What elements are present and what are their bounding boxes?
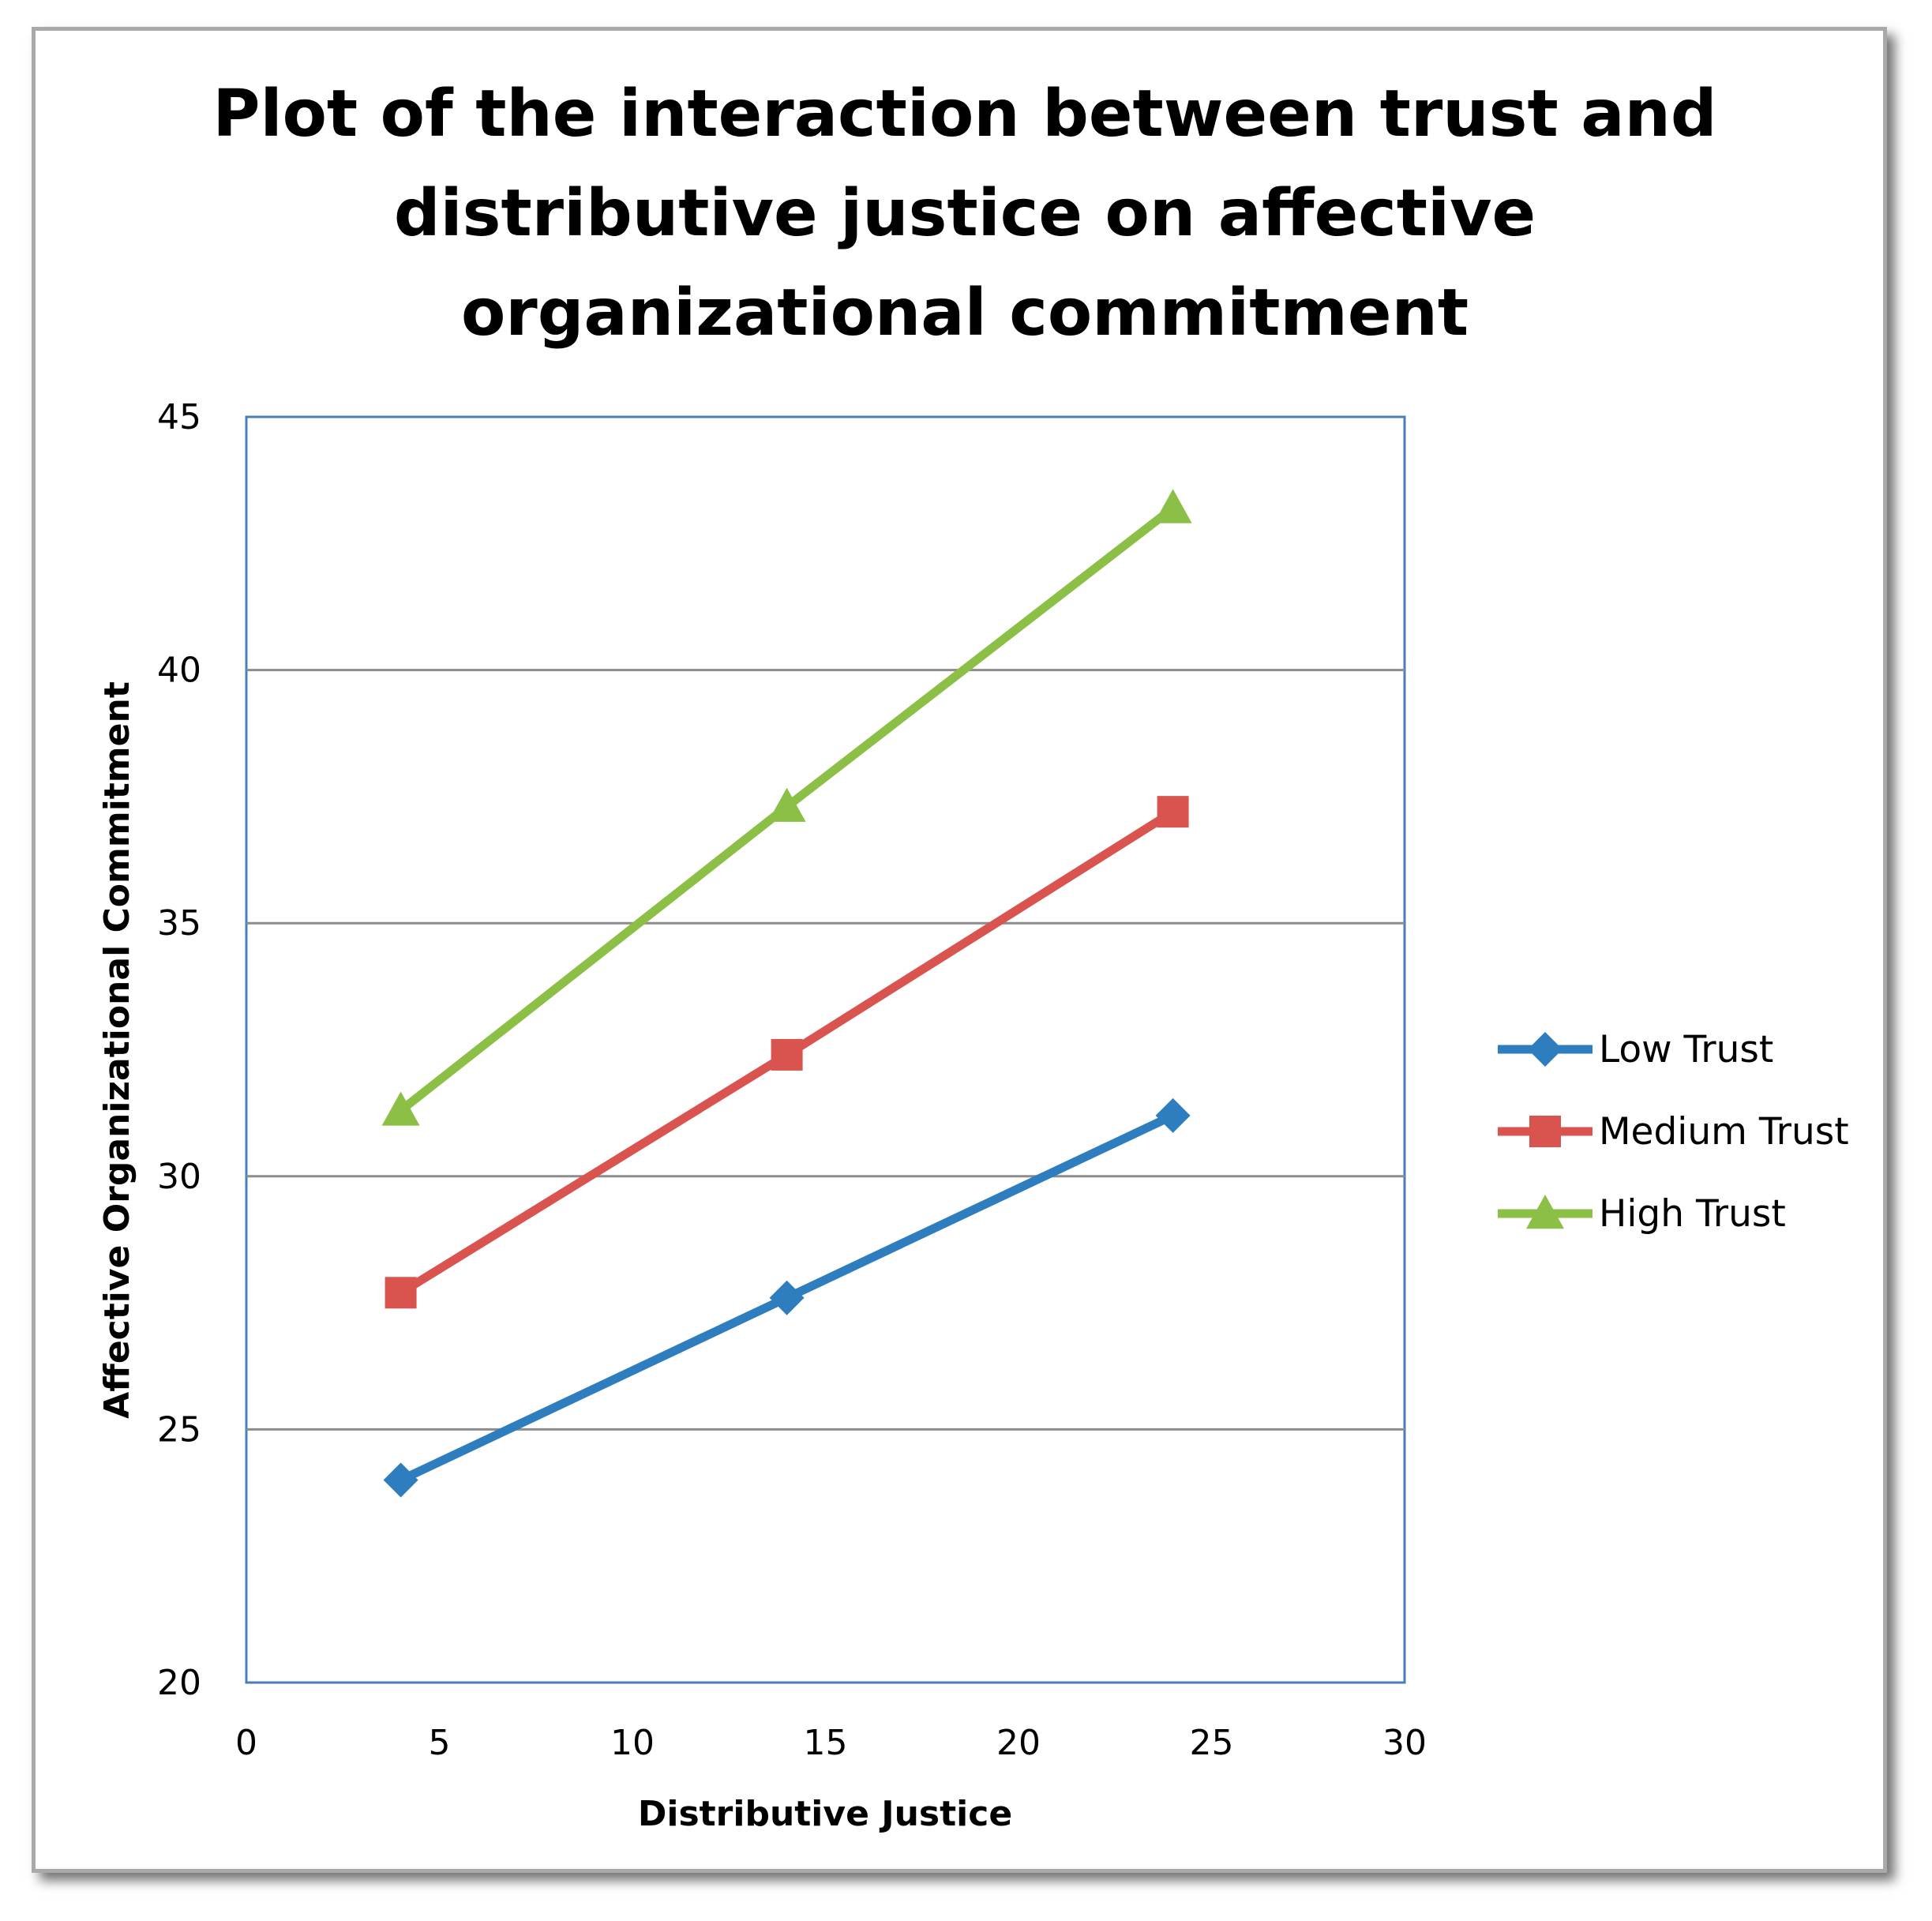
y-tick-label: 20 bbox=[157, 1663, 201, 1703]
legend-item-high-trust: High Trust bbox=[1498, 1192, 1786, 1236]
data-point-medium-trust bbox=[771, 1038, 803, 1071]
y-tick-label: 30 bbox=[157, 1157, 201, 1197]
x-tick-label: 20 bbox=[996, 1723, 1041, 1763]
data-point-high-trust bbox=[1154, 489, 1192, 523]
legend-label: Low Trust bbox=[1599, 1028, 1773, 1071]
chart-title-line-1: Plot of the interaction between trust an… bbox=[212, 77, 1716, 152]
data-point-low-trust bbox=[769, 1280, 805, 1315]
y-tick-label: 45 bbox=[157, 397, 201, 437]
data-point-low-trust bbox=[383, 1462, 418, 1498]
plot-area bbox=[245, 415, 1406, 1684]
x-tick-label: 15 bbox=[804, 1723, 848, 1763]
y-tick-label: 35 bbox=[157, 903, 201, 944]
x-tick-label: 5 bbox=[429, 1723, 451, 1763]
x-tick-label: 30 bbox=[1382, 1723, 1427, 1763]
data-point-medium-trust bbox=[1157, 796, 1189, 828]
x-tick-label: 10 bbox=[610, 1723, 655, 1763]
series-low-trust bbox=[383, 1097, 1191, 1498]
series-high-trust bbox=[381, 489, 1192, 1126]
gridlines bbox=[246, 669, 1405, 1431]
y-axis-ticks: 20 25 30 35 40 45 bbox=[157, 397, 201, 1703]
y-axis-title: Affective Organizational Commitment bbox=[97, 681, 137, 1419]
chart-title-line-2: distributive justice on affective bbox=[394, 176, 1536, 251]
chart-title-line-3: organizational commitment bbox=[461, 276, 1469, 351]
series-medium-trust bbox=[385, 796, 1189, 1309]
data-point-medium-trust bbox=[385, 1277, 417, 1309]
y-tick-label: 40 bbox=[157, 651, 201, 691]
legend-marker bbox=[1529, 1116, 1561, 1147]
x-axis-ticks: 0 5 10 15 20 25 30 bbox=[235, 1723, 1427, 1763]
data-point-high-trust bbox=[767, 787, 806, 822]
data-point-low-trust bbox=[1155, 1097, 1191, 1133]
legend-label: High Trust bbox=[1599, 1192, 1786, 1236]
legend-label: Medium Trust bbox=[1599, 1110, 1849, 1154]
y-tick-label: 25 bbox=[157, 1409, 201, 1450]
legend-item-medium-trust: Medium Trust bbox=[1498, 1110, 1849, 1154]
data-point-high-trust bbox=[381, 1091, 420, 1126]
legend-marker bbox=[1528, 1032, 1562, 1067]
x-tick-label: 25 bbox=[1190, 1723, 1234, 1763]
x-tick-label: 0 bbox=[235, 1723, 257, 1763]
x-axis-title: Distributive Justice bbox=[638, 1794, 1012, 1834]
legend: Low Trust Medium Trust High Trust bbox=[1498, 1028, 1849, 1236]
chart-title: Plot of the interaction between trust an… bbox=[212, 77, 1716, 351]
legend-item-low-trust: Low Trust bbox=[1498, 1028, 1773, 1071]
series-layer bbox=[381, 489, 1192, 1498]
legend-marker bbox=[1526, 1195, 1564, 1229]
